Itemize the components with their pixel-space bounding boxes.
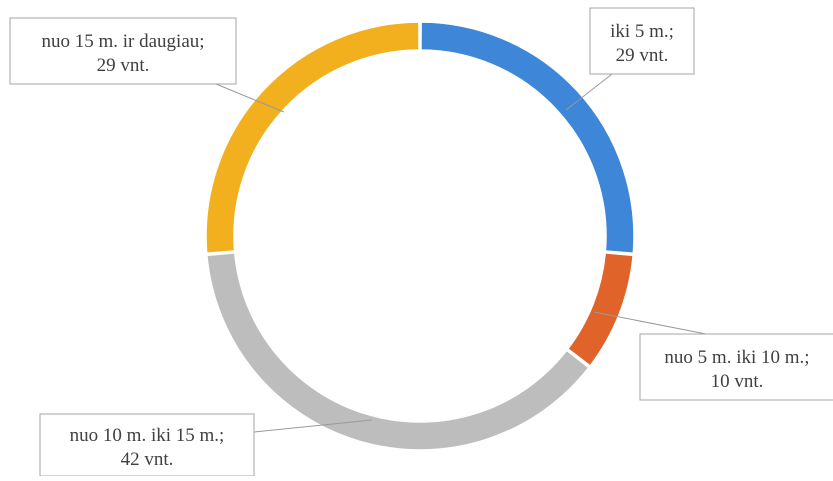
data-label-value: 42 vnt. — [121, 449, 174, 470]
data-label-category: nuo 10 m. iki 15 m.; — [70, 425, 225, 446]
data-label-1: iki 5 m.; 29 vnt. — [590, 8, 694, 74]
donut-slice-4 — [206, 22, 419, 253]
data-label-value: 29 vnt. — [616, 45, 669, 66]
data-label-4: nuo 15 m. ir daugiau; 29 vnt. — [10, 18, 236, 84]
donut-slice-2 — [568, 253, 633, 366]
data-label-value: 29 vnt. — [97, 55, 150, 76]
data-label-3: nuo 10 m. iki 15 m.; 42 vnt. — [40, 414, 254, 476]
data-label-category: nuo 5 m. iki 10 m.; — [664, 347, 809, 368]
data-label-2: nuo 5 m. iki 10 m.; 10 vnt. — [640, 334, 833, 400]
data-label-value: 10 vnt. — [711, 371, 764, 392]
donut-slice-3 — [207, 253, 589, 450]
data-label-category: iki 5 m.; — [610, 21, 674, 42]
data-label-category: nuo 15 m. ir daugiau; — [41, 31, 204, 52]
